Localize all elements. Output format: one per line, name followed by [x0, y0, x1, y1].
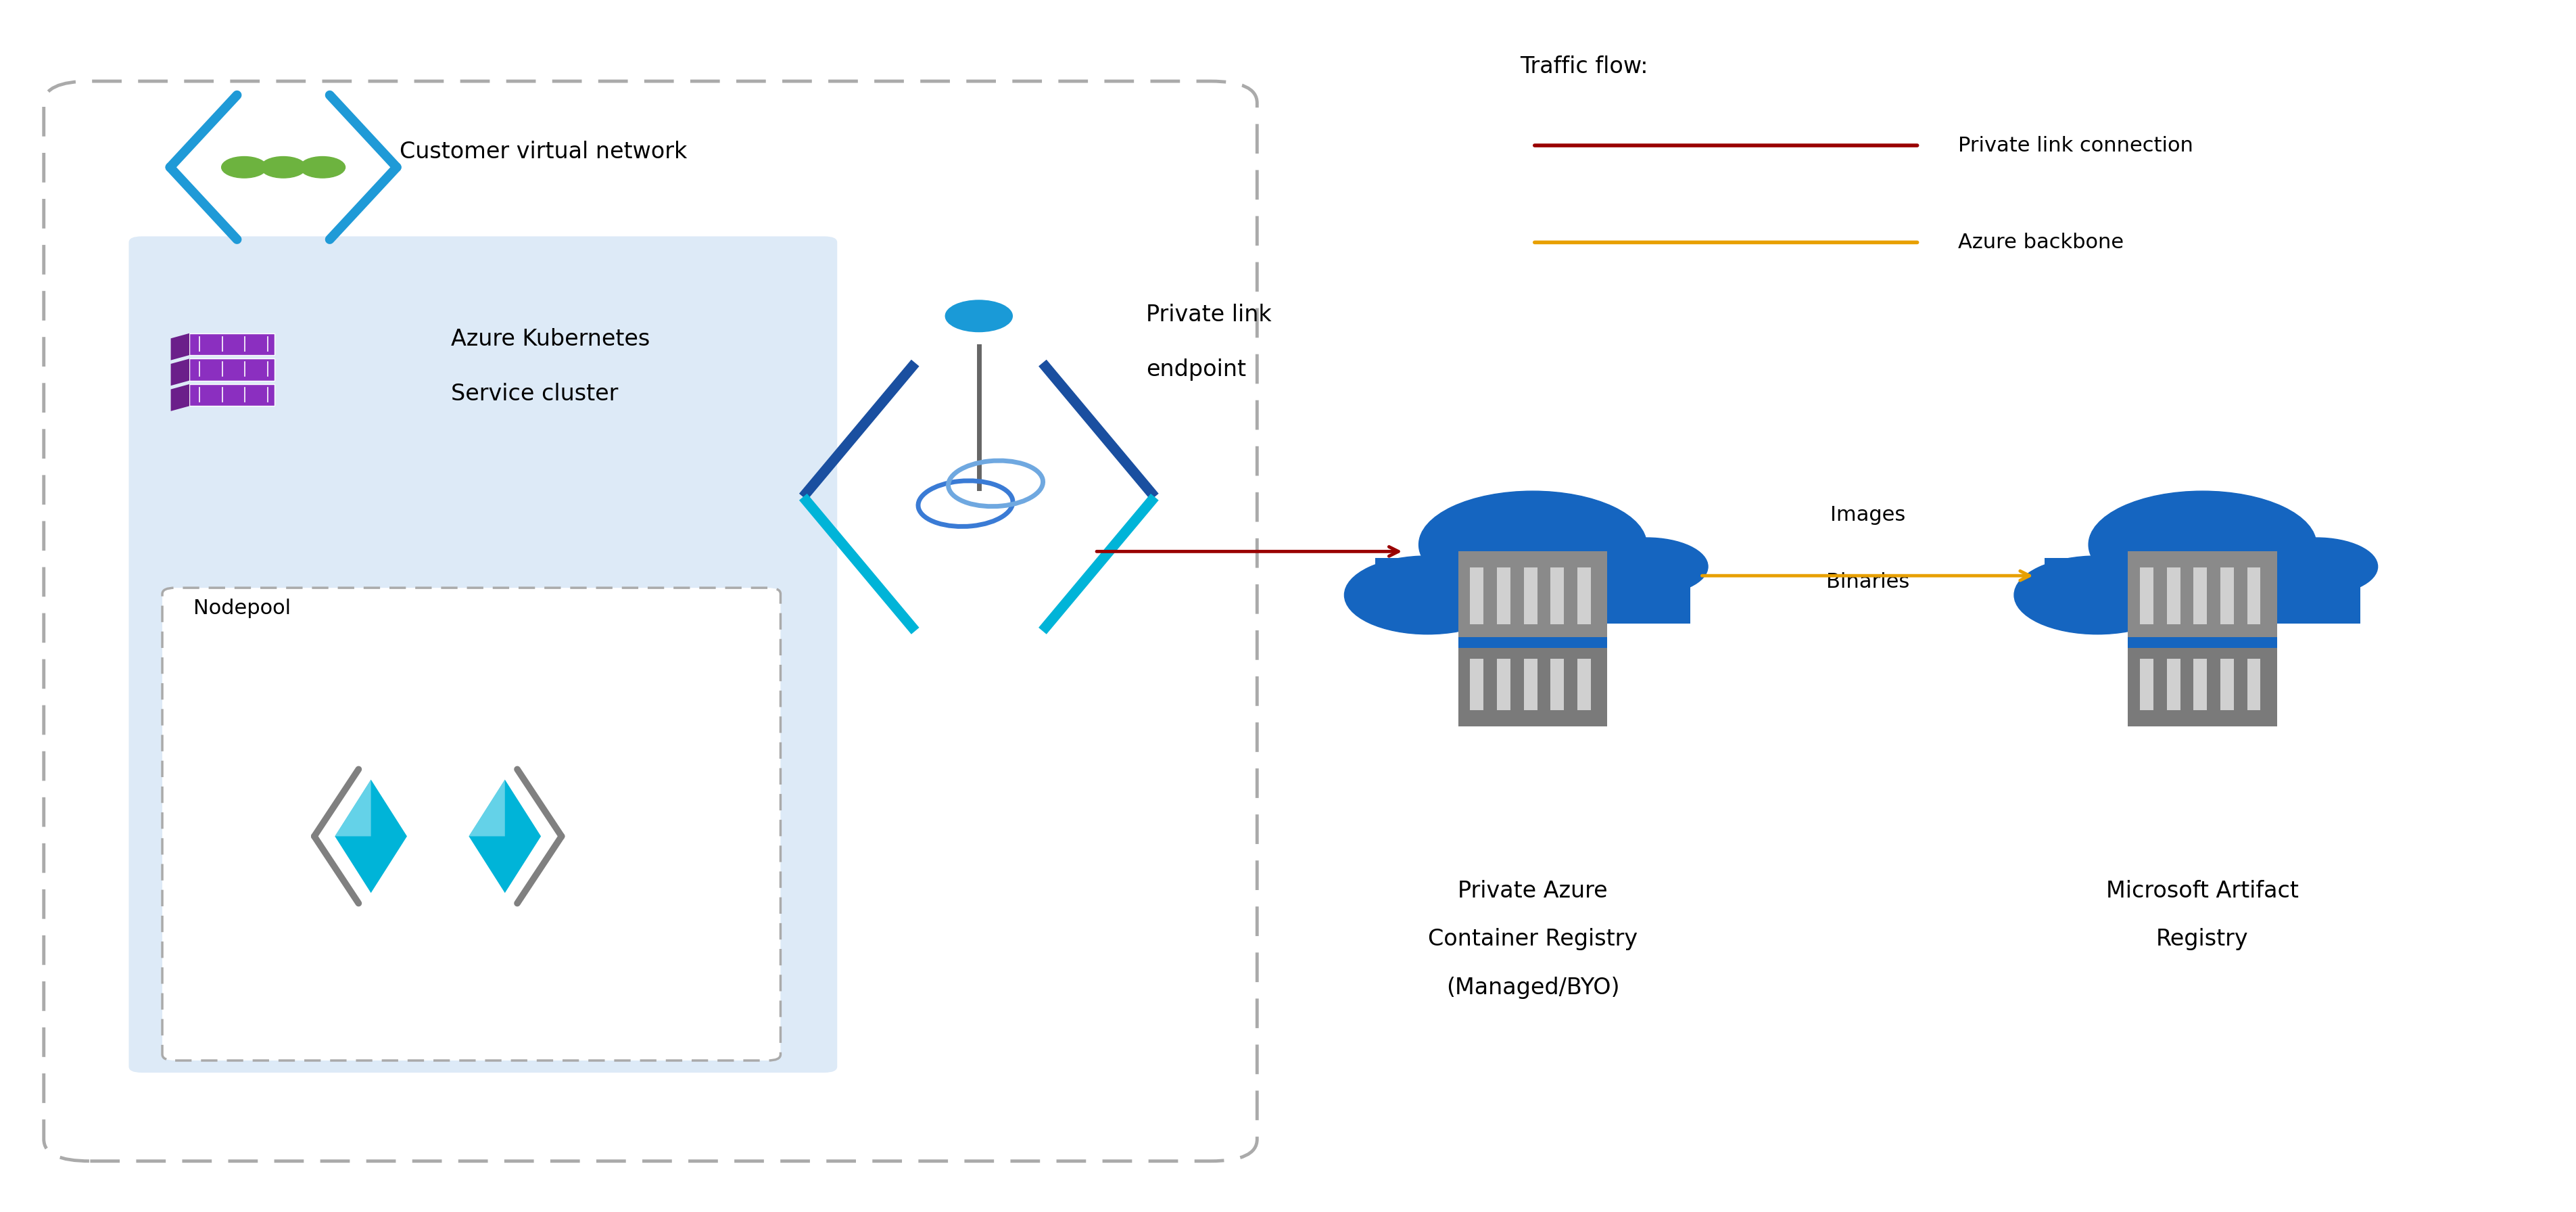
- Text: Private Azure: Private Azure: [1458, 880, 1607, 902]
- Circle shape: [222, 156, 268, 178]
- FancyBboxPatch shape: [1551, 659, 1564, 710]
- FancyBboxPatch shape: [2246, 567, 2262, 624]
- FancyBboxPatch shape: [1525, 567, 1538, 624]
- FancyBboxPatch shape: [1551, 567, 1564, 624]
- Circle shape: [299, 156, 345, 178]
- Circle shape: [2254, 538, 2378, 595]
- FancyBboxPatch shape: [2246, 659, 2262, 710]
- Text: Azure Kubernetes: Azure Kubernetes: [451, 328, 649, 350]
- FancyBboxPatch shape: [191, 359, 273, 381]
- Text: Customer virtual network: Customer virtual network: [399, 141, 688, 162]
- FancyBboxPatch shape: [2128, 551, 2277, 642]
- FancyBboxPatch shape: [2195, 659, 2208, 710]
- FancyBboxPatch shape: [1525, 659, 1538, 710]
- Text: Registry: Registry: [2156, 928, 2249, 950]
- FancyBboxPatch shape: [1471, 659, 1484, 710]
- FancyBboxPatch shape: [191, 384, 273, 406]
- FancyBboxPatch shape: [2166, 567, 2179, 624]
- Polygon shape: [170, 384, 191, 411]
- Text: endpoint: endpoint: [1146, 359, 1247, 381]
- Circle shape: [2089, 491, 2316, 599]
- FancyBboxPatch shape: [2195, 567, 2208, 624]
- FancyBboxPatch shape: [1458, 551, 1607, 642]
- FancyBboxPatch shape: [2166, 659, 2179, 710]
- Text: Nodepool: Nodepool: [193, 599, 291, 618]
- FancyBboxPatch shape: [2141, 567, 2154, 624]
- Text: Images: Images: [1829, 505, 1906, 525]
- Circle shape: [1584, 538, 1708, 595]
- FancyBboxPatch shape: [2221, 659, 2233, 710]
- FancyBboxPatch shape: [1458, 638, 1607, 647]
- FancyBboxPatch shape: [2128, 638, 2277, 647]
- FancyBboxPatch shape: [1577, 567, 1592, 624]
- Text: Traffic flow:: Traffic flow:: [1520, 56, 1649, 78]
- Text: (Managed/BYO): (Managed/BYO): [1445, 977, 1620, 999]
- Polygon shape: [469, 779, 505, 836]
- Text: Service cluster: Service cluster: [451, 383, 618, 405]
- Polygon shape: [335, 779, 407, 893]
- FancyBboxPatch shape: [2141, 659, 2154, 710]
- Text: Microsoft Artifact: Microsoft Artifact: [2107, 880, 2298, 902]
- Text: Private link: Private link: [1146, 304, 1273, 326]
- FancyBboxPatch shape: [129, 236, 837, 1073]
- FancyBboxPatch shape: [2128, 644, 2277, 726]
- FancyBboxPatch shape: [1376, 558, 1690, 623]
- FancyBboxPatch shape: [1497, 659, 1510, 710]
- Polygon shape: [335, 779, 371, 836]
- FancyBboxPatch shape: [2045, 558, 2360, 623]
- Circle shape: [1419, 491, 1646, 599]
- FancyBboxPatch shape: [1471, 567, 1484, 624]
- Polygon shape: [170, 359, 191, 385]
- Polygon shape: [170, 333, 191, 360]
- FancyBboxPatch shape: [1458, 644, 1607, 726]
- Circle shape: [2014, 556, 2182, 634]
- Polygon shape: [469, 779, 541, 893]
- FancyBboxPatch shape: [1577, 659, 1592, 710]
- FancyBboxPatch shape: [1497, 567, 1510, 624]
- Circle shape: [945, 301, 1012, 332]
- Text: Azure backbone: Azure backbone: [1958, 233, 2123, 252]
- Circle shape: [260, 156, 307, 178]
- FancyBboxPatch shape: [162, 588, 781, 1060]
- Text: Binaries: Binaries: [1826, 572, 1909, 591]
- FancyBboxPatch shape: [2221, 567, 2233, 624]
- Text: Container Registry: Container Registry: [1427, 928, 1638, 950]
- Circle shape: [1345, 556, 1510, 634]
- Text: Private link connection: Private link connection: [1958, 136, 2192, 155]
- FancyBboxPatch shape: [191, 333, 273, 355]
